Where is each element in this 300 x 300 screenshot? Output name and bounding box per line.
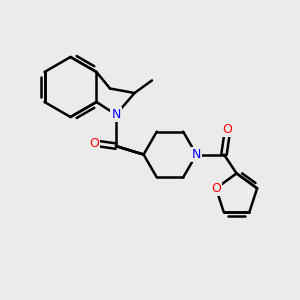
Text: O: O (223, 123, 232, 136)
Text: O: O (211, 182, 221, 195)
Text: N: N (192, 148, 201, 161)
Text: O: O (89, 136, 99, 150)
Text: N: N (111, 108, 121, 121)
